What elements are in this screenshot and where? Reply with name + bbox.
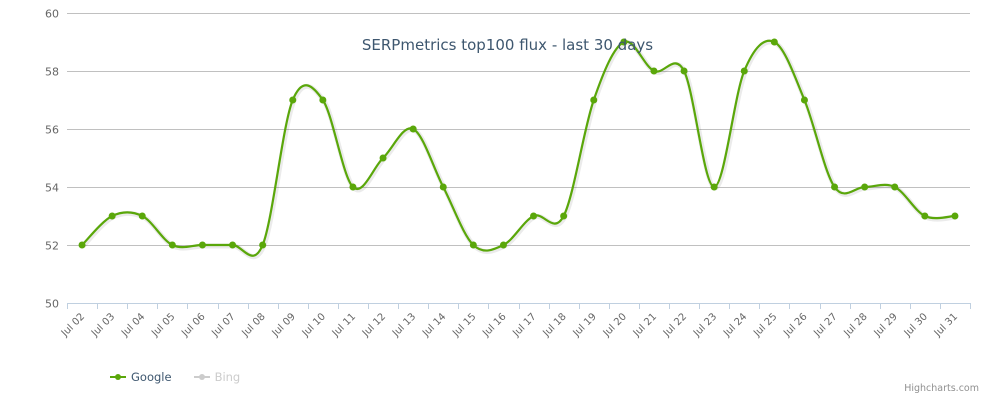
data-point-marker[interactable] [831,183,839,191]
x-tick-label: Jul 29 [872,311,900,339]
data-point-marker[interactable] [861,183,869,191]
data-point-marker[interactable] [680,67,688,75]
data-point-marker[interactable] [891,183,899,191]
data-point-marker[interactable] [138,212,146,220]
y-tick-label: 50 [45,298,59,311]
x-tick-label: Jul 18 [541,311,569,339]
x-tick-label: Jul 12 [360,311,388,339]
x-tick-label: Jul 20 [601,311,629,339]
x-tick-label: Jul 11 [330,311,358,339]
legend-line-marker-icon [110,372,126,382]
legend: Google Bing [110,370,240,384]
data-point-marker[interactable] [409,125,417,133]
data-point-marker[interactable] [921,212,929,220]
data-point-marker[interactable] [740,67,748,75]
data-point-marker[interactable] [530,212,538,220]
legend-label-bing: Bing [214,370,241,384]
legend-dot [198,374,205,380]
legend-line-marker-icon [193,372,210,382]
y-tick-label: 58 [45,66,59,79]
x-tick-label: Jul 08 [240,311,268,339]
data-point-marker[interactable] [951,212,959,220]
x-tick-label: Jul 26 [781,311,809,339]
x-tick-label: Jul 24 [721,311,749,339]
data-point-marker[interactable] [108,212,116,220]
y-axis-labels: 50 52 54 56 58 60 [45,8,59,311]
legend-item-bing[interactable]: Bing [193,370,241,384]
data-point-marker[interactable] [650,67,658,75]
x-tick-label: Jul 25 [751,311,779,339]
data-point-marker[interactable] [198,241,206,249]
series-shadow [81,39,957,260]
legend-dot [115,374,121,380]
x-tick-label: Jul 23 [691,311,719,339]
x-tick-label: Jul 10 [300,311,328,339]
data-point-marker[interactable] [349,183,357,191]
data-point-marker[interactable] [229,241,237,249]
credits-link[interactable]: Highcharts.com [904,383,979,394]
legend-label-google: Google [131,370,172,384]
x-tick-label: Jul 27 [811,311,839,339]
series-line[interactable] [81,39,956,257]
data-point-marker[interactable] [710,183,718,191]
x-tick-label: Jul 07 [209,311,237,339]
data-point-marker[interactable] [499,241,507,249]
x-tick-label: Jul 30 [902,311,930,339]
data-point-marker[interactable] [259,241,267,249]
x-tick-label: Jul 06 [179,311,207,339]
x-tick-label: Jul 09 [270,311,298,339]
y-tick-label: 54 [45,182,59,195]
data-point-marker[interactable] [800,96,808,104]
data-point-marker[interactable] [439,183,447,191]
x-tick-label: Jul 14 [420,311,448,339]
y-grid [67,13,970,304]
x-tick-label: Jul 31 [932,311,960,339]
x-tick-label: Jul 15 [450,311,478,339]
data-point-marker[interactable] [78,241,86,249]
y-tick-label: 56 [45,124,59,137]
y-tick-label: 60 [45,8,59,21]
data-point-marker[interactable] [469,241,477,249]
x-tick-label: Jul 05 [149,311,177,339]
x-tick-label: Jul 13 [390,311,418,339]
y-tick-label: 52 [45,240,59,253]
data-point-marker[interactable] [289,96,297,104]
data-point-marker[interactable] [590,96,598,104]
x-tick-label: Jul 04 [119,311,147,339]
chart-title: SERPmetrics top100 flux - last 30 days [361,36,654,54]
data-point-marker[interactable] [770,38,778,46]
x-tick-label: Jul 16 [480,311,508,339]
x-tick-label: Jul 28 [842,311,870,339]
data-point-marker[interactable] [379,154,387,162]
x-tick-label: Jul 03 [89,311,117,339]
data-point-marker[interactable] [319,96,327,104]
x-axis: Jul 02 Jul 03 Jul 04 Jul 05 Jul 06 Jul 07 Jul … [59,303,971,340]
x-tick-label: Jul 02 [59,311,87,339]
x-tick-label: Jul 19 [571,311,599,339]
legend-item-google[interactable]: Google [110,370,172,384]
x-tick-label: Jul 22 [661,311,689,339]
x-tick-label: Jul 17 [510,311,538,339]
data-point-marker[interactable] [560,212,568,220]
x-tick-label: Jul 21 [631,311,659,339]
series-google[interactable] [78,38,959,260]
data-point-marker[interactable] [168,241,176,249]
data-point-marker[interactable] [620,38,628,46]
